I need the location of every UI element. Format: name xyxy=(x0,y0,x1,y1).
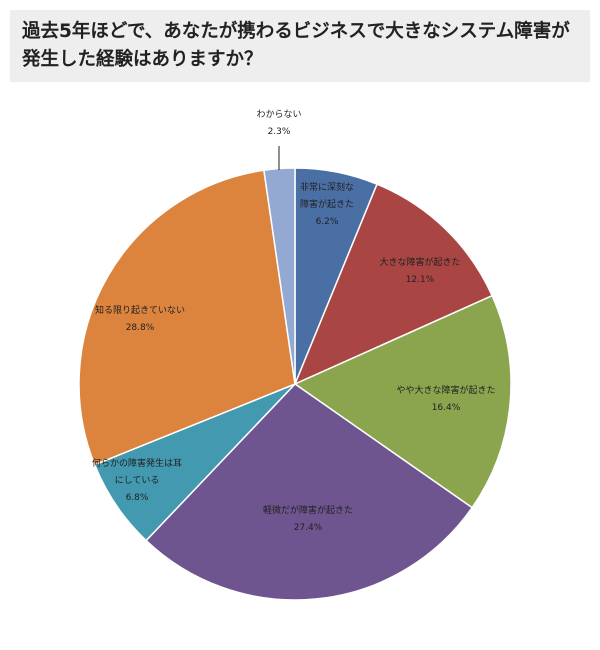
slice-label-fairly-major: やや大きな障害が起きた 16.4% xyxy=(396,384,495,413)
slice-label-none-known: 知る限り起きていない 28.8% xyxy=(95,304,185,333)
pie-slice-major xyxy=(293,183,494,386)
pie-slice-none-known xyxy=(78,169,296,466)
slice-label-minor: 軽微だが障害が起きた 27.4% xyxy=(263,504,353,533)
slice-label-unknown: わからない 2.3% xyxy=(256,109,301,137)
slice-label-very-serious: 非常に深刻な障害が起きた 6.2% xyxy=(300,181,354,227)
slice-label-heard-of: 何らかの障害発生は耳にしている 6.8% xyxy=(92,457,182,503)
pie-slice-fairly-major xyxy=(293,294,512,509)
title-box: 過去5年ほどで、あなたが携わるビジネスで大きなシステム障害が発生した経験はありま… xyxy=(10,10,590,82)
chart-title: 過去5年ほどで、あなたが携わるビジネスで大きなシステム障害が発生した経験はありま… xyxy=(22,21,570,70)
pie-slice-minor xyxy=(145,383,474,601)
slice-label-major: 大きな障害が起きた 12.1% xyxy=(379,256,460,285)
